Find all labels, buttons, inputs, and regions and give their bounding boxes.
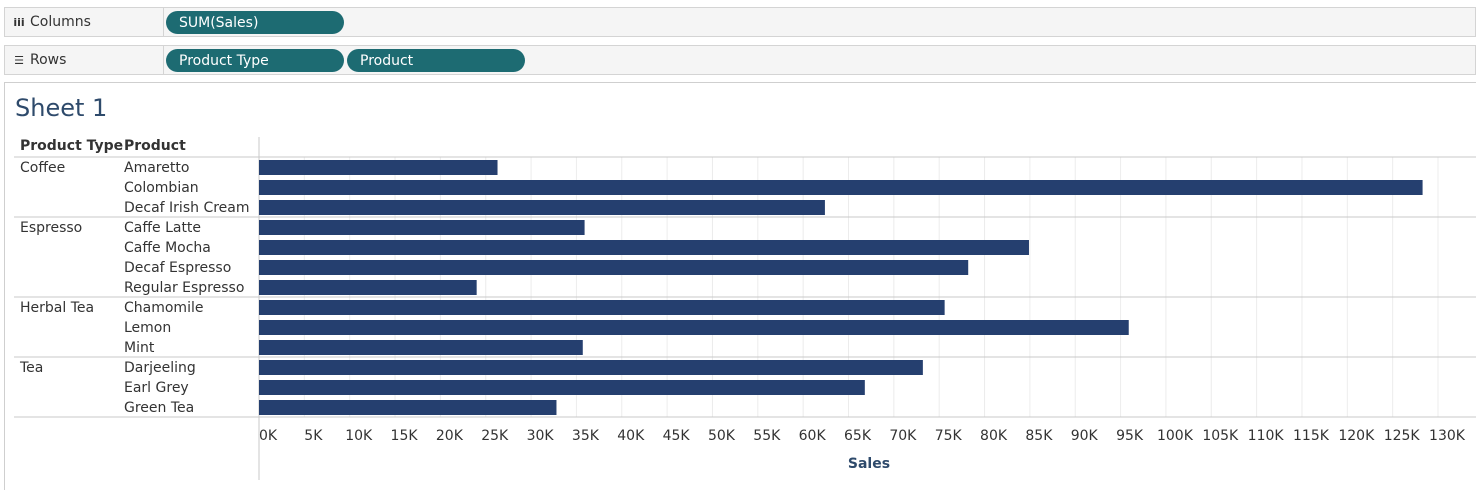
product-pill[interactable]: Product xyxy=(347,49,525,72)
x-tick-label: 40K xyxy=(617,428,645,444)
product-label: Decaf Irish Cream xyxy=(124,200,250,216)
product-label: Caffe Latte xyxy=(124,220,201,236)
product-label: Decaf Espresso xyxy=(124,260,231,276)
columns-icon: iii xyxy=(13,15,25,29)
rows-label: Rows xyxy=(30,52,67,68)
x-tick-label: 60K xyxy=(799,428,827,444)
product-label: Earl Grey xyxy=(124,380,189,396)
x-tick-label: 70K xyxy=(889,428,917,444)
sales-bar xyxy=(259,180,1423,195)
sales-bar xyxy=(259,360,923,375)
product-label: Regular Espresso xyxy=(124,280,244,296)
x-tick-label: 130K xyxy=(1429,428,1466,444)
sheet-title: Sheet 1 xyxy=(15,94,108,122)
x-tick-label: 115K xyxy=(1293,428,1330,444)
group-label: Coffee xyxy=(20,160,65,176)
sum-sales-pill[interactable]: SUM(Sales) xyxy=(166,11,344,34)
x-tick-label: 15K xyxy=(391,428,419,444)
sum-sales-pill-label: SUM(Sales) xyxy=(179,14,259,31)
product-label: Green Tea xyxy=(124,400,194,416)
rows-shelf-label: ☰ Rows xyxy=(5,46,164,74)
x-tick-label: 120K xyxy=(1338,428,1375,444)
group-label: Herbal Tea xyxy=(20,300,94,316)
x-tick-label: 110K xyxy=(1248,428,1285,444)
product-label: Darjeeling xyxy=(124,360,196,376)
columns-shelf-label: iii Columns xyxy=(5,8,164,36)
rows-shelf: ☰ Rows Product Type Product xyxy=(4,45,1476,75)
rows-icon: ☰ xyxy=(14,53,24,67)
group-label: Tea xyxy=(19,360,43,376)
x-axis-title: Sales xyxy=(848,456,890,472)
product-label: Chamomile xyxy=(124,300,203,316)
x-tick-label: 50K xyxy=(708,428,736,444)
x-tick-label: 25K xyxy=(481,428,509,444)
x-tick-label: 5K xyxy=(304,428,323,444)
x-tick-label: 55K xyxy=(753,428,781,444)
x-tick-label: 125K xyxy=(1384,428,1421,444)
x-tick-label: 45K xyxy=(663,428,691,444)
sales-bar xyxy=(259,400,557,415)
sales-bar xyxy=(259,200,825,215)
sales-bar xyxy=(259,240,1029,255)
product-label: Caffe Mocha xyxy=(124,240,211,256)
header-product-type: Product Type xyxy=(20,138,124,154)
group-label: Espresso xyxy=(20,220,82,236)
x-tick-label: 90K xyxy=(1071,428,1099,444)
sales-bar xyxy=(259,380,865,395)
columns-label: Columns xyxy=(30,14,91,30)
sales-bar xyxy=(259,300,945,315)
product-type-pill-label: Product Type xyxy=(179,52,269,69)
x-tick-label: 105K xyxy=(1202,428,1239,444)
x-tick-label: 75K xyxy=(935,428,963,444)
x-tick-label: 35K xyxy=(572,428,600,444)
sheet-panel xyxy=(4,82,1476,490)
x-tick-label: 10K xyxy=(345,428,373,444)
product-label: Mint xyxy=(124,340,155,356)
x-tick-label: 20K xyxy=(436,428,464,444)
header-product: Product xyxy=(124,138,186,154)
x-tick-label: 95K xyxy=(1116,428,1144,444)
product-label: Lemon xyxy=(124,320,171,336)
x-tick-label: 80K xyxy=(980,428,1008,444)
product-label: Amaretto xyxy=(124,160,189,176)
sales-bar xyxy=(259,260,969,275)
product-type-pill[interactable]: Product Type xyxy=(166,49,344,72)
sales-bar xyxy=(259,160,498,175)
x-tick-label: 0K xyxy=(259,428,278,444)
columns-shelf: iii Columns SUM(Sales) xyxy=(4,7,1476,37)
x-tick-label: 30K xyxy=(527,428,555,444)
x-tick-label: 85K xyxy=(1025,428,1053,444)
sales-bar xyxy=(259,220,585,235)
sales-bar xyxy=(259,340,583,355)
sales-bar xyxy=(259,280,477,295)
product-label: Colombian xyxy=(124,180,199,196)
x-tick-label: 65K xyxy=(844,428,872,444)
product-pill-label: Product xyxy=(360,52,414,69)
x-tick-label: 100K xyxy=(1157,428,1194,444)
sales-bar xyxy=(259,320,1129,335)
